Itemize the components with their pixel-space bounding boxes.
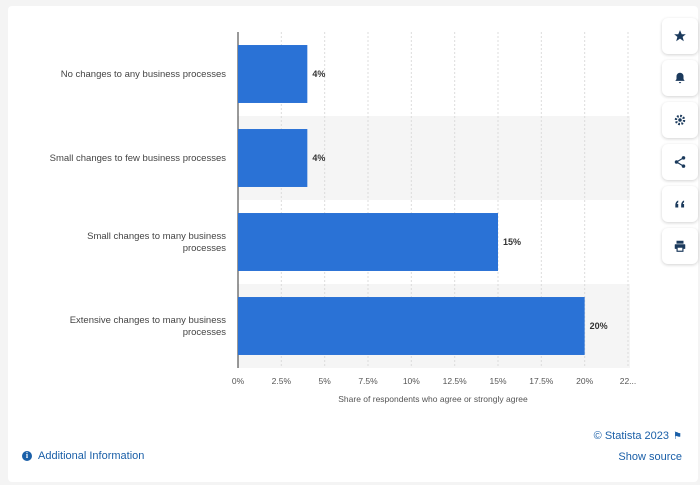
share-icon [674, 156, 686, 168]
info-icon: i [22, 451, 32, 461]
notification-button[interactable] [662, 60, 698, 96]
bar[interactable] [238, 129, 308, 187]
print-button[interactable] [662, 228, 698, 264]
toolbar-sidebar [662, 18, 700, 270]
bar-chart: No changes to any business processes Smal… [50, 32, 637, 404]
x-tick-label: 22... [620, 376, 637, 386]
category-label: No changes to any business processes [61, 69, 227, 80]
star-icon [674, 30, 686, 42]
x-tick-label: 15% [489, 376, 506, 386]
copyright-text: © Statista 2023 [593, 430, 670, 442]
flag-icon: ⚑ [673, 430, 682, 442]
quote-icon [675, 200, 685, 208]
show-source-link[interactable]: Show source [618, 451, 682, 463]
bar[interactable] [238, 297, 585, 355]
x-tick-label: 20% [576, 376, 593, 386]
x-axis-title: Share of respondents who agree or strong… [338, 394, 528, 404]
value-label: 15% [503, 237, 521, 247]
x-tick-label: 7.5% [358, 376, 378, 386]
additional-information-link[interactable]: i Additional Information [22, 450, 144, 462]
settings-button[interactable] [662, 102, 698, 138]
x-tick-label: 12.5% [443, 376, 468, 386]
value-label: 4% [312, 153, 325, 163]
bell-icon [675, 72, 685, 84]
gear-icon [674, 114, 686, 126]
x-tick-label: 5% [319, 376, 332, 386]
chart-card: No changes to any business processes Smal… [8, 6, 698, 482]
category-label: Small changes to few business processes [50, 153, 227, 164]
x-tick-label: 17.5% [529, 376, 554, 386]
x-tick-label: 10% [403, 376, 420, 386]
additional-information-label: Additional Information [38, 450, 145, 462]
x-tick-label: 0% [232, 376, 245, 386]
favorite-button[interactable] [662, 18, 698, 54]
copyright: © Statista 2023 ⚑ [594, 430, 682, 442]
x-tick-label: 2.5% [272, 376, 292, 386]
bar[interactable] [238, 213, 498, 271]
category-label: Extensive changes to many business proces… [70, 315, 227, 338]
category-label: Small changes to many business processes [87, 231, 226, 254]
value-label: 20% [590, 321, 608, 331]
value-label: 4% [312, 69, 325, 79]
cite-button[interactable] [662, 186, 698, 222]
print-icon [674, 240, 686, 252]
share-button[interactable] [662, 144, 698, 180]
bar[interactable] [238, 45, 308, 103]
show-source-label: Show source [618, 451, 682, 463]
